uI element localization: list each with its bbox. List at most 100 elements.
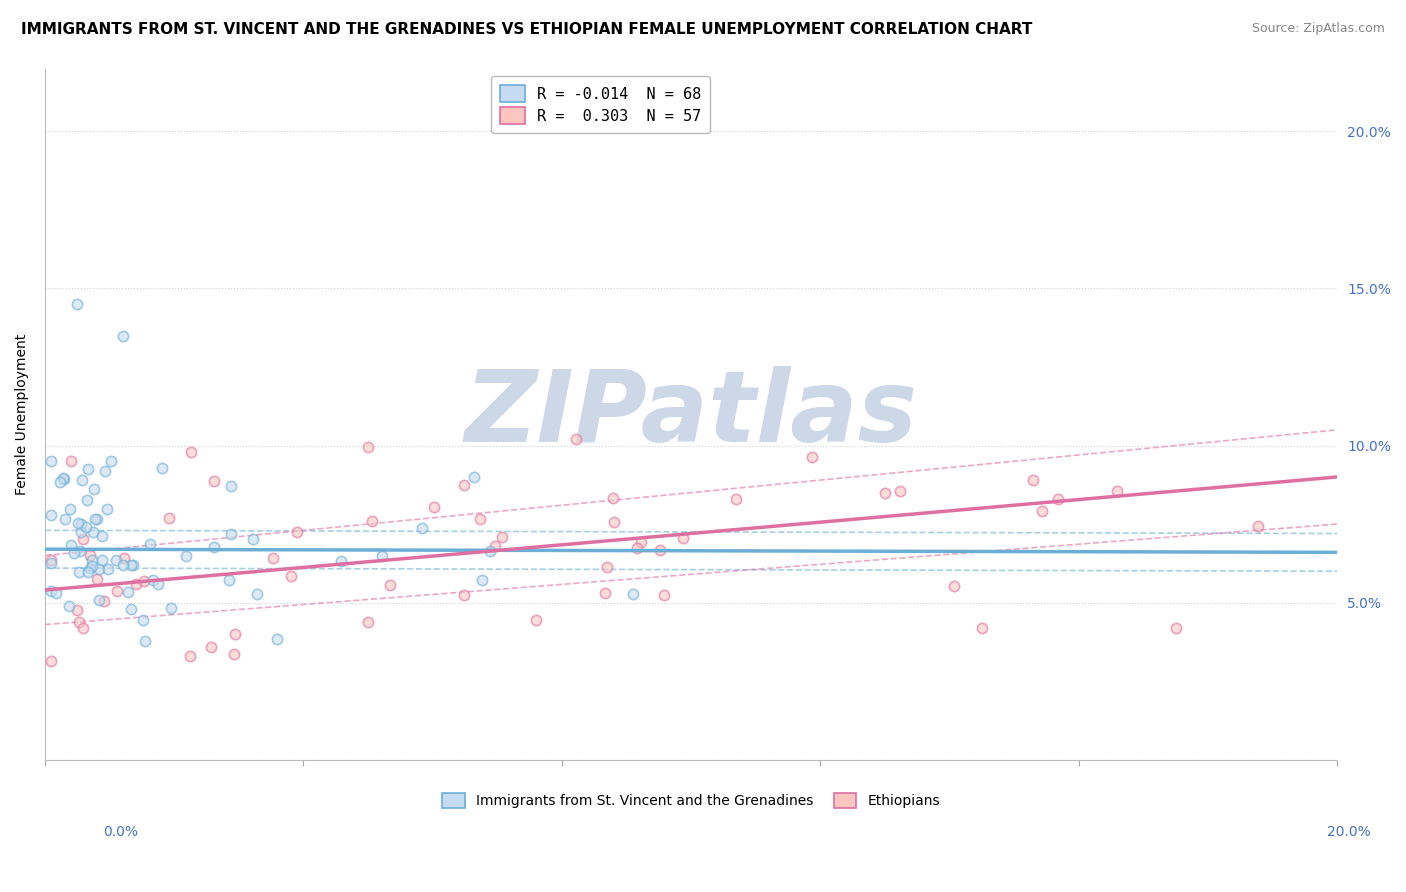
Point bbox=[142, 573, 165, 587]
Point bbox=[160, 600, 183, 615]
Point bbox=[41, 654, 63, 668]
Point bbox=[53, 512, 76, 526]
Point bbox=[117, 585, 139, 599]
Point bbox=[132, 613, 155, 627]
Point bbox=[63, 545, 86, 559]
Point bbox=[111, 328, 134, 343]
Point bbox=[80, 559, 103, 574]
Point bbox=[218, 574, 240, 588]
Point bbox=[66, 602, 89, 616]
Point bbox=[139, 537, 162, 551]
Point bbox=[621, 587, 644, 601]
Point bbox=[70, 517, 93, 532]
Point bbox=[329, 554, 352, 568]
Point bbox=[453, 588, 475, 602]
Point bbox=[262, 551, 284, 566]
Point bbox=[120, 558, 142, 573]
Point bbox=[91, 529, 114, 543]
Point bbox=[70, 473, 93, 487]
Point bbox=[79, 548, 101, 562]
Point bbox=[148, 576, 170, 591]
Point bbox=[41, 553, 63, 567]
Point bbox=[174, 549, 197, 564]
Point bbox=[1247, 518, 1270, 533]
Point bbox=[122, 558, 145, 573]
Point bbox=[484, 540, 506, 554]
Point bbox=[801, 450, 824, 465]
Point bbox=[200, 640, 222, 654]
Point bbox=[112, 551, 135, 566]
Point bbox=[75, 520, 97, 534]
Point bbox=[1047, 492, 1070, 507]
Point bbox=[221, 479, 243, 493]
Point bbox=[86, 512, 108, 526]
Point bbox=[242, 532, 264, 546]
Point bbox=[77, 565, 100, 579]
Point bbox=[602, 491, 624, 505]
Point bbox=[84, 511, 107, 525]
Legend: Immigrants from St. Vincent and the Grenadines, Ethiopians: Immigrants from St. Vincent and the Gren… bbox=[436, 786, 946, 815]
Point bbox=[593, 586, 616, 600]
Point bbox=[125, 577, 148, 591]
Point bbox=[120, 602, 142, 616]
Point bbox=[565, 432, 588, 446]
Point bbox=[105, 583, 128, 598]
Point bbox=[79, 560, 101, 574]
Point bbox=[648, 543, 671, 558]
Point bbox=[58, 599, 80, 613]
Point bbox=[150, 460, 173, 475]
Point bbox=[105, 553, 128, 567]
Point bbox=[60, 454, 83, 468]
Point bbox=[87, 593, 110, 607]
Point bbox=[423, 500, 446, 515]
Point bbox=[463, 470, 485, 484]
Point bbox=[266, 632, 288, 646]
Point bbox=[1031, 504, 1053, 518]
Text: ZIPatlas: ZIPatlas bbox=[464, 366, 918, 463]
Point bbox=[246, 587, 269, 601]
Point bbox=[100, 454, 122, 468]
Point bbox=[52, 470, 75, 484]
Text: Source: ZipAtlas.com: Source: ZipAtlas.com bbox=[1251, 22, 1385, 36]
Point bbox=[630, 535, 652, 549]
Point bbox=[134, 574, 156, 589]
Point bbox=[471, 573, 494, 587]
Point bbox=[41, 584, 63, 599]
Point bbox=[357, 615, 380, 630]
Point bbox=[970, 621, 993, 635]
Point bbox=[202, 474, 225, 488]
Point bbox=[603, 515, 626, 529]
Point bbox=[67, 566, 90, 580]
Point bbox=[652, 588, 675, 602]
Point bbox=[1022, 473, 1045, 487]
Point bbox=[66, 297, 89, 311]
Point bbox=[179, 648, 201, 663]
Text: 0.0%: 0.0% bbox=[103, 825, 138, 839]
Point bbox=[72, 532, 94, 546]
Point bbox=[478, 544, 501, 558]
Point bbox=[411, 521, 433, 535]
Point bbox=[219, 527, 242, 541]
Point bbox=[72, 621, 94, 635]
Point bbox=[889, 483, 911, 498]
Point bbox=[41, 556, 63, 570]
Point bbox=[69, 543, 91, 558]
Point bbox=[93, 594, 115, 608]
Point bbox=[180, 445, 202, 459]
Point bbox=[285, 524, 308, 539]
Point bbox=[378, 578, 401, 592]
Point bbox=[45, 586, 67, 600]
Point bbox=[41, 508, 63, 522]
Point bbox=[222, 648, 245, 662]
Point bbox=[49, 475, 72, 490]
Point bbox=[724, 491, 747, 506]
Point bbox=[67, 615, 90, 630]
Point bbox=[943, 579, 966, 593]
Point bbox=[596, 560, 619, 574]
Point bbox=[87, 561, 110, 575]
Text: 20.0%: 20.0% bbox=[1327, 825, 1371, 839]
Point bbox=[60, 538, 83, 552]
Point bbox=[157, 511, 180, 525]
Point bbox=[67, 516, 90, 531]
Point bbox=[83, 483, 105, 497]
